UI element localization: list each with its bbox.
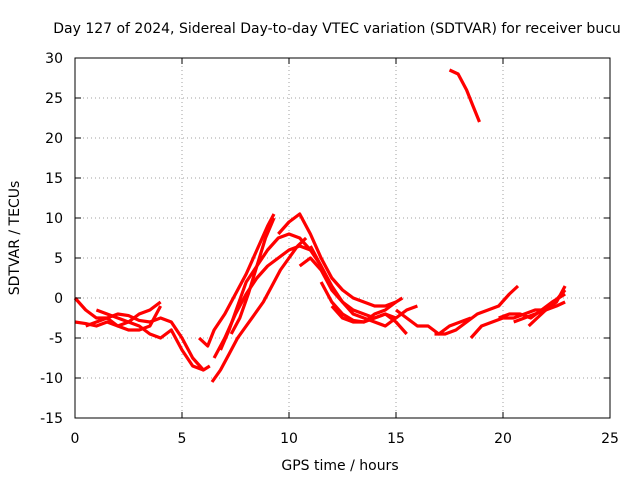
grid-lines [75,58,610,418]
x-tick-label: 20 [494,431,512,447]
series-track-3 [95,308,204,372]
y-tick-label: 25 [45,91,63,107]
x-tick-label: 25 [601,431,619,447]
series-track-7 [210,236,308,383]
series-track-14 [330,300,397,324]
y-tick-label: -5 [49,331,63,347]
axis-ticks: 0 5 10 15 20 25 -15 -10 -5 0 5 10 15 20 25 30 [40,51,619,447]
series-track-16 [434,284,520,336]
series-track-12 [308,245,418,328]
y-tick-label: 5 [54,251,63,267]
series-track-21 [448,68,481,123]
x-tick-label: 5 [178,431,187,447]
x-tick-label: 10 [280,431,298,447]
series-track-1 [73,296,211,372]
series-track-5 [198,213,276,348]
y-tick-label: -10 [40,371,63,387]
data-series [73,68,567,383]
y-axis-label: SDTVAR / TECUs [7,181,23,296]
y-tick-label: 15 [45,171,63,187]
series-track-15 [395,308,472,336]
x-tick-label: 0 [71,431,80,447]
x-axis-label: GPS time / hours [281,458,398,474]
x-tick-label: 15 [387,431,405,447]
plot-frame [74,57,611,419]
series-track-4 [85,305,163,332]
chart-title: Day 127 of 2024, Sidereal Day-to-day VTE… [53,21,621,37]
y-tick-label: 0 [54,291,63,307]
y-tick-label: 30 [45,51,63,67]
series-track-20 [527,288,567,328]
series-track-17 [469,300,566,340]
series-track-10 [277,212,404,308]
y-tick-label: 10 [45,211,63,227]
series-track-8 [219,232,323,351]
y-tick-label: 20 [45,131,63,147]
y-tick-label: -15 [40,411,63,427]
series-track-9 [229,217,276,335]
